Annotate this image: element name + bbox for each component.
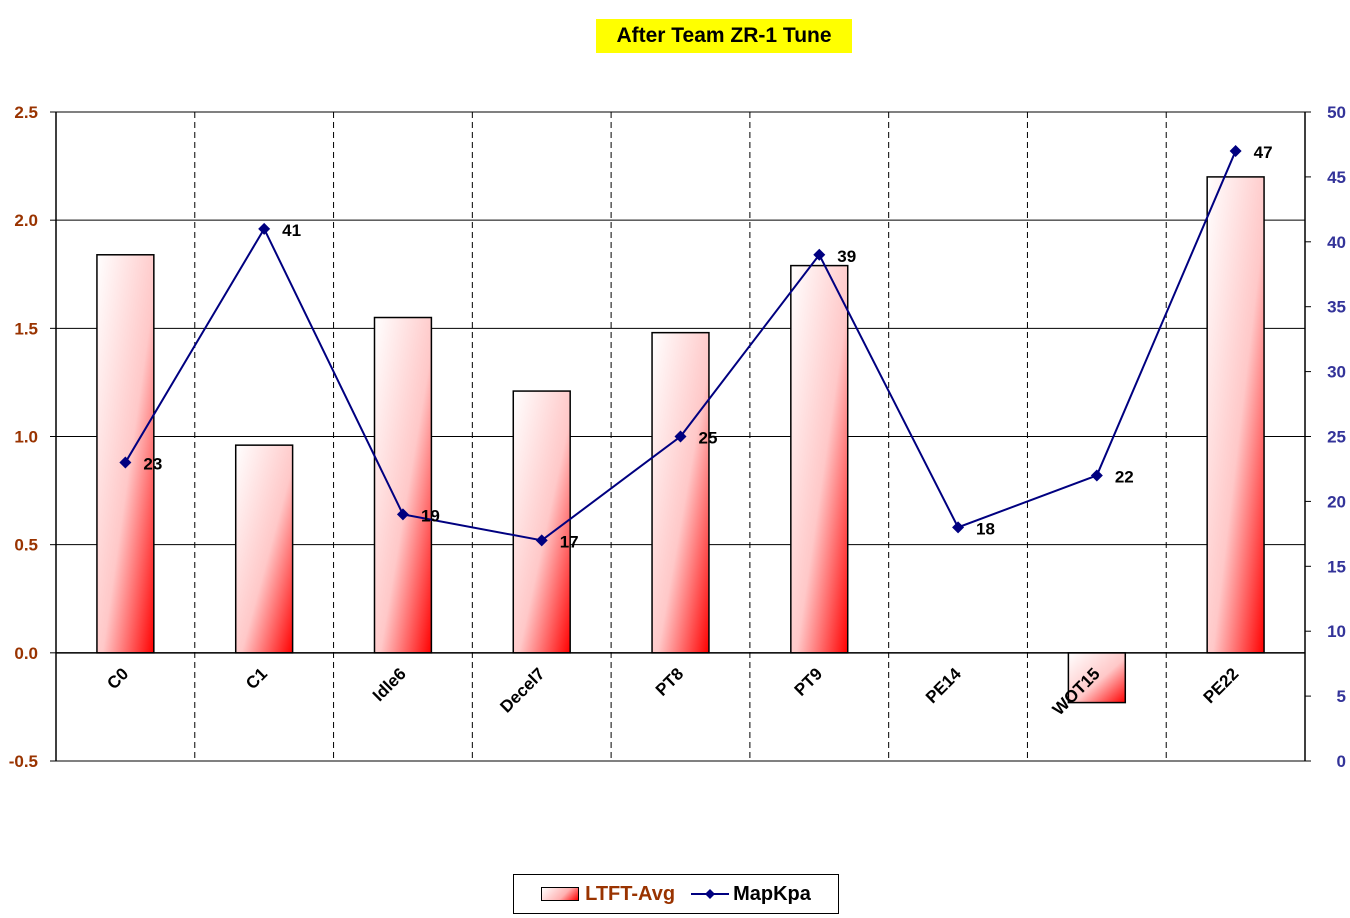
x-tick-label: C1 xyxy=(242,664,271,693)
mapkpa-marker xyxy=(674,430,687,443)
mapkpa-data-label: 39 xyxy=(837,247,856,266)
legend-item-ltft-avg: LTFT-Avg xyxy=(541,883,675,906)
bar-pt9 xyxy=(790,264,849,654)
legend-swatch-line xyxy=(691,889,730,899)
mapkpa-data-label: 41 xyxy=(282,221,301,240)
y-right-tick-label: 20 xyxy=(1327,492,1346,511)
x-tick-label: Decel7 xyxy=(496,664,548,716)
y-right-tick-label: 5 xyxy=(1337,687,1346,706)
line-series-mapkpa xyxy=(119,144,1242,547)
bar-pe22 xyxy=(1206,176,1265,654)
y-left-tick-label: 2.5 xyxy=(14,103,38,122)
legend-swatch-bar xyxy=(541,887,580,901)
y-right-tick-label: 0 xyxy=(1337,752,1346,771)
mapkpa-marker xyxy=(396,508,409,521)
y-left-tick-label: 2.0 xyxy=(14,211,38,230)
mapkpa-marker xyxy=(1090,469,1103,482)
bar-wot15 xyxy=(1067,652,1127,704)
y-right-tick-label: 35 xyxy=(1327,298,1346,317)
mapkpa-data-label: 23 xyxy=(143,454,162,473)
mapkpa-data-label: 25 xyxy=(699,429,718,448)
y-left-tick-label: -0.5 xyxy=(9,752,38,771)
x-tick-label: PT9 xyxy=(791,664,826,699)
mapkpa-data-label: 19 xyxy=(421,506,440,525)
x-tick-label: PE14 xyxy=(922,664,965,707)
bar-c0 xyxy=(96,254,155,654)
bar-series-ltft-avg xyxy=(96,176,1265,704)
x-tick-label: PT8 xyxy=(652,664,687,699)
y-right-tick-label: 25 xyxy=(1327,428,1346,447)
mapkpa-marker xyxy=(1229,144,1242,157)
y-right-tick-label: 40 xyxy=(1327,233,1346,252)
mapkpa-data-label: 47 xyxy=(1254,143,1273,162)
mapkpa-marker xyxy=(813,248,826,261)
x-tick-label: Idle6 xyxy=(369,664,410,705)
y-left-tick-label: 0.5 xyxy=(14,536,38,555)
bar-idle6 xyxy=(373,316,433,654)
legend-label-mapkpa: MapKpa xyxy=(733,882,811,905)
bar-pt8 xyxy=(651,331,710,654)
mapkpa-marker xyxy=(952,521,965,534)
mapkpa-data-label: 17 xyxy=(560,532,579,551)
mapkpa-data-label: 18 xyxy=(976,519,995,538)
chart-legend: LTFT-Avg MapKpa xyxy=(513,874,839,914)
axes xyxy=(50,111,1311,762)
mapkpa-marker xyxy=(535,534,548,547)
y-left-tick-label: 1.0 xyxy=(14,428,38,447)
mapkpa-marker xyxy=(258,222,271,235)
mapkpa-data-label: 22 xyxy=(1115,467,1134,486)
y-right-tick-label: 15 xyxy=(1327,557,1346,576)
bar-decel7 xyxy=(512,390,571,654)
chart-title: After Team ZR-1 Tune xyxy=(596,19,852,53)
x-tick-label: C0 xyxy=(103,664,132,693)
y-left-tick-label: 0.0 xyxy=(14,644,38,663)
legend-label-ltft-avg: LTFT-Avg xyxy=(585,882,676,905)
x-tick-label: PE22 xyxy=(1200,664,1243,707)
legend-item-mapkpa: MapKpa xyxy=(691,883,811,906)
y-left-tick-label: 1.5 xyxy=(14,319,38,338)
y-right-tick-label: 45 xyxy=(1327,168,1346,187)
bar-c1 xyxy=(234,444,294,654)
y-right-tick-label: 50 xyxy=(1327,103,1346,122)
y-right-tick-label: 30 xyxy=(1327,363,1346,382)
mapkpa-marker xyxy=(119,456,132,469)
y-right-tick-label: 10 xyxy=(1327,622,1346,641)
